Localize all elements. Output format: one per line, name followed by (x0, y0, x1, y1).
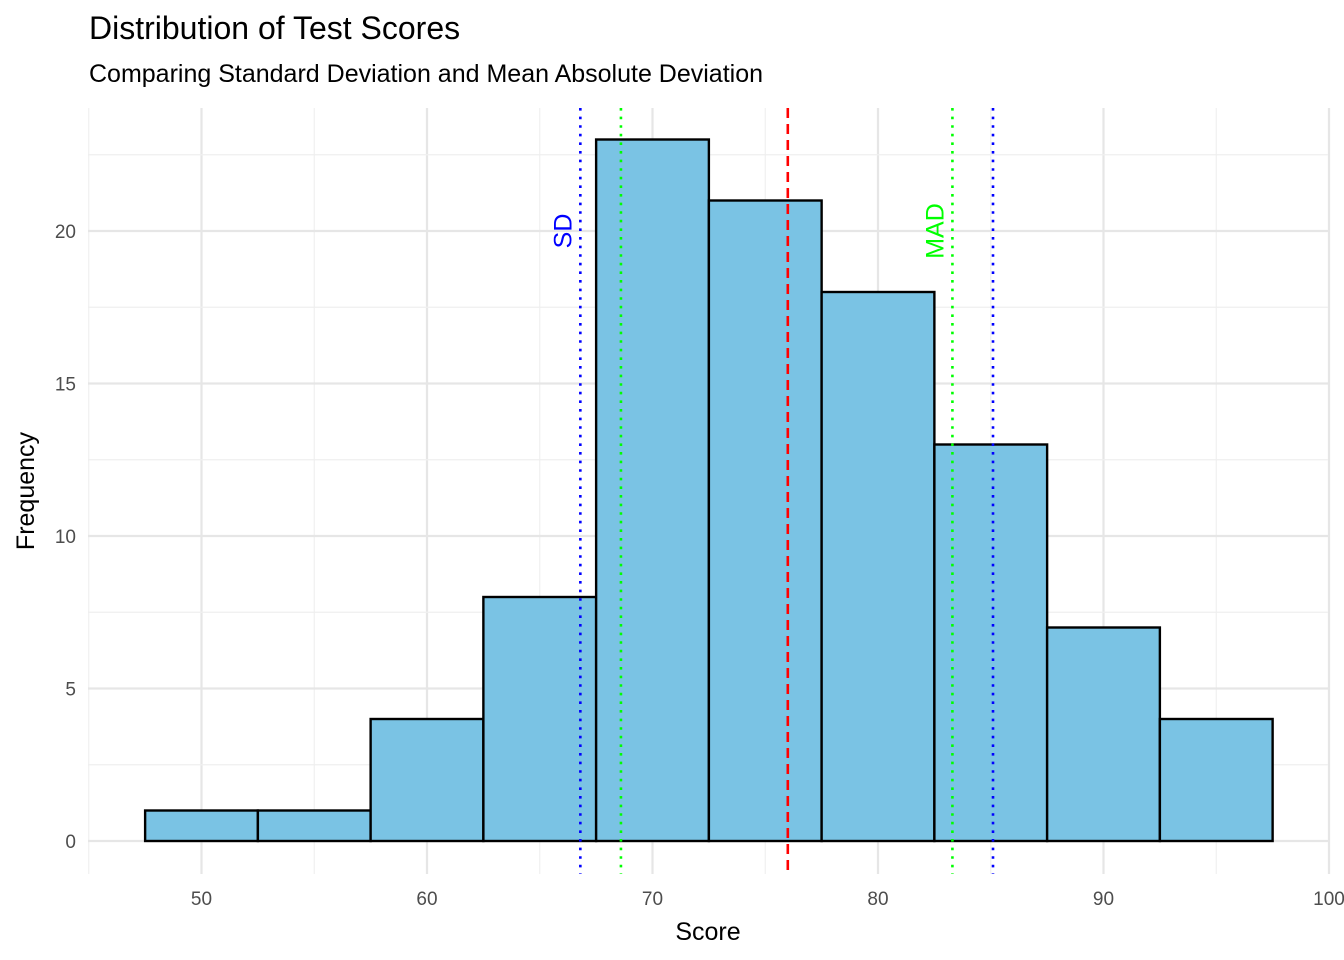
x-tick-label: 60 (416, 889, 437, 910)
annotations: SD MAD (549, 203, 949, 259)
histogram-bar (143, 809, 260, 843)
histogram-bars (143, 138, 1274, 843)
y-axis-ticks: 0 5 10 15 20 (55, 222, 76, 853)
reference-lines (579, 108, 995, 874)
y-axis-title: Frequency (12, 431, 40, 550)
x-axis-title: Score (675, 918, 740, 946)
histogram-bar (482, 595, 598, 843)
y-tick-label: 20 (55, 222, 76, 243)
mad-label: MAD (921, 203, 949, 259)
histogram-bar (820, 290, 936, 843)
y-tick-label: 5 (65, 680, 76, 701)
x-tick-label: 100 (1313, 889, 1344, 910)
x-tick-label: 80 (867, 889, 888, 910)
histogram-bar (707, 199, 823, 843)
x-tick-label: 70 (642, 889, 663, 910)
histogram-bar (369, 717, 485, 843)
histogram-bar (256, 809, 372, 843)
y-tick-label: 0 (65, 832, 76, 853)
chart-title: Distribution of Test Scores (89, 10, 460, 46)
x-tick-label: 50 (191, 889, 212, 910)
y-tick-label: 15 (55, 375, 76, 396)
histogram-bar (594, 138, 711, 843)
x-tick-label: 90 (1093, 889, 1114, 910)
chart-subtitle: Comparing Standard Deviation and Mean Ab… (89, 60, 763, 88)
histogram-bar (1045, 626, 1162, 843)
x-axis-ticks: 50 60 70 80 90 100 (191, 889, 1344, 910)
histogram-bar (1158, 717, 1274, 843)
y-tick-label: 10 (55, 527, 76, 548)
sd-label: SD (549, 214, 577, 249)
